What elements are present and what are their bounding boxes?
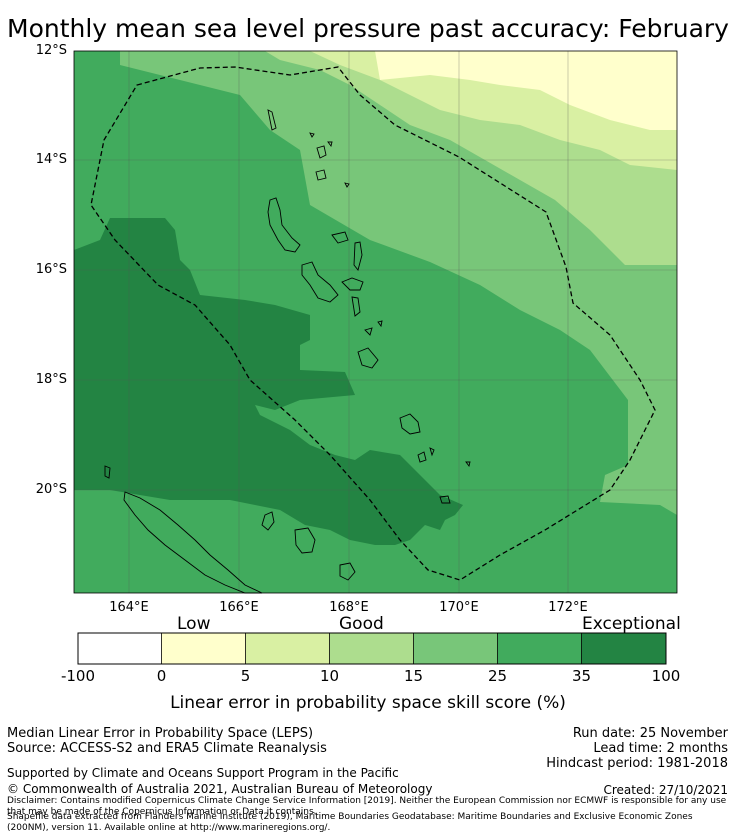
footer-copyright: © Commonwealth of Australia 2021, Austra… xyxy=(7,782,433,796)
lon-tick-label: 170°E xyxy=(439,600,479,615)
lat-tick-label: 20°S xyxy=(35,482,67,497)
footer-source: Source: ACCESS-S2 and ERA5 Climate Reana… xyxy=(7,741,327,756)
colorbar-frame xyxy=(77,632,667,665)
island xyxy=(417,451,427,463)
island xyxy=(267,197,301,253)
island xyxy=(104,465,111,479)
skill-region xyxy=(375,51,677,130)
lon-tick-label: 164°E xyxy=(109,600,149,615)
island xyxy=(377,320,383,328)
lon-tick-label: 166°E xyxy=(219,600,259,615)
island xyxy=(357,347,379,369)
colorbar-tick: 100 xyxy=(651,667,681,685)
lat-tick-label: 14°S xyxy=(35,152,67,167)
chart-title: Monthly mean sea level pressure past acc… xyxy=(7,14,729,43)
island xyxy=(344,182,350,188)
island xyxy=(294,527,316,554)
colorbar-tick: -100 xyxy=(60,667,96,685)
island xyxy=(341,277,364,291)
footer-supported: Supported by Climate and Oceans Support … xyxy=(7,766,399,780)
island xyxy=(339,562,356,581)
footer-disclaimer: Disclaimer: Contains modified Copernicus… xyxy=(7,796,727,817)
island xyxy=(429,447,435,457)
colorbar-tick: 0 xyxy=(156,667,167,685)
island xyxy=(267,109,277,131)
colorbar-label: Linear error in probability space skill … xyxy=(170,693,566,713)
colorbar-tick: 25 xyxy=(487,667,508,685)
colorbar-tick: 15 xyxy=(403,667,424,685)
colorbar-segment xyxy=(497,633,582,664)
colorbar-tick: 5 xyxy=(240,667,251,685)
map-panel xyxy=(73,50,678,594)
island xyxy=(261,511,275,531)
lon-tick-label: 172°E xyxy=(548,600,588,615)
colorbar-segment xyxy=(161,633,246,664)
footer-hindcast: Hindcast period: 1981-2018 xyxy=(546,756,728,771)
colorbar-tick: 35 xyxy=(571,667,592,685)
footer-lead-time: Lead time: 2 months xyxy=(593,741,728,756)
island xyxy=(465,461,471,468)
colorbar-segment xyxy=(245,633,330,664)
island xyxy=(439,495,451,504)
footer-shapefile: Shapefile data extracted from Flanders M… xyxy=(7,812,693,833)
footer-created: Created: 27/10/2021 xyxy=(603,783,728,797)
skill-region xyxy=(74,218,463,545)
island xyxy=(331,231,349,244)
colorbar xyxy=(77,632,667,665)
island xyxy=(353,241,363,271)
colorbar-segment xyxy=(78,633,162,664)
colorbar-category-good: Good xyxy=(339,614,384,634)
island xyxy=(315,169,327,181)
footer-run-date: Run date: 25 November xyxy=(572,726,728,741)
island xyxy=(364,327,373,336)
lon-tick-label: 168°E xyxy=(329,600,369,615)
colorbar-category-low: Low xyxy=(177,614,211,634)
footer-leps: Median Linear Error in Probability Space… xyxy=(7,726,314,741)
lat-tick-label: 16°S xyxy=(35,262,67,277)
lat-tick-label: 12°S xyxy=(35,43,67,58)
map-frame xyxy=(73,50,678,594)
island xyxy=(399,413,421,435)
colorbar-segment xyxy=(413,633,498,664)
colorbar-tick: 10 xyxy=(319,667,340,685)
island xyxy=(301,261,339,303)
island xyxy=(309,132,315,138)
lat-tick-label: 18°S xyxy=(35,372,67,387)
colorbar-segment xyxy=(581,633,666,664)
colorbar-category-exceptional: Exceptional xyxy=(582,614,681,634)
island xyxy=(316,145,327,159)
island xyxy=(351,296,361,317)
island xyxy=(327,141,333,148)
colorbar-segment xyxy=(329,633,414,664)
eez-boundary xyxy=(90,66,656,581)
